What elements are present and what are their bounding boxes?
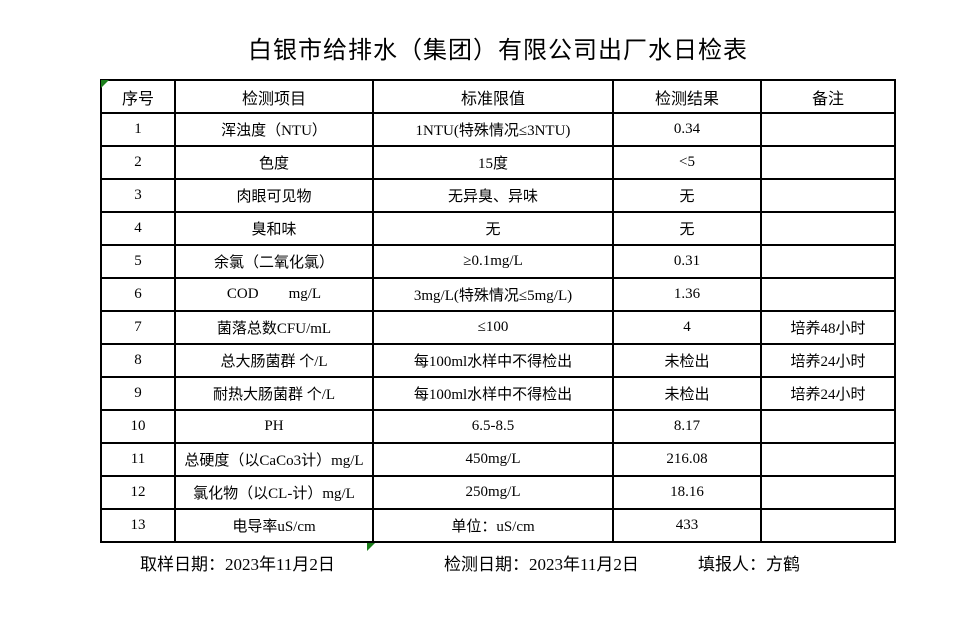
header-row: 序号 检测项目 标准限值 检测结果 备注 xyxy=(100,79,896,114)
table-row: 11 总硬度（以CaCo3计）mg/L 450mg/L 216.08 xyxy=(100,442,896,477)
excel-error-triangle-icon xyxy=(101,80,109,88)
cell-limit: 无异臭、异味 xyxy=(372,178,614,213)
cell-result: 无 xyxy=(612,211,762,246)
cell-no: 11 xyxy=(100,442,176,477)
cell-result: 4 xyxy=(612,310,762,345)
table-row: 3 肉眼可见物 无异臭、异味 无 xyxy=(100,178,896,213)
cell-no: 3 xyxy=(100,178,176,213)
cell-limit: 250mg/L xyxy=(372,475,614,510)
cell-no: 1 xyxy=(100,112,176,147)
col-header-limit: 标准限值 xyxy=(372,79,614,114)
table-row: 8 总大肠菌群 个/L 每100ml水样中不得检出 未检出 培养24小时 xyxy=(100,343,896,378)
cell-no: 12 xyxy=(100,475,176,510)
cell-note: 培养48小时 xyxy=(760,310,896,345)
cell-item: 浑浊度（NTU） xyxy=(174,112,374,147)
cell-item: 色度 xyxy=(174,145,374,180)
water-inspection-table: 序号 检测项目 标准限值 检测结果 备注 1 浑浊度（NTU） 1NTU(特殊情… xyxy=(100,79,896,543)
cell-item: 臭和味 xyxy=(174,211,374,246)
table-row: 12 氯化物（以CL-计）mg/L 250mg/L 18.16 xyxy=(100,475,896,510)
table-row: 6 COD mg/L 3mg/L(特殊情况≤5mg/L) 1.36 xyxy=(100,277,896,312)
table-row: 5 余氯（二氧化氯） ≥0.1mg/L 0.31 xyxy=(100,244,896,279)
cell-note xyxy=(760,112,896,147)
cell-item: 菌落总数CFU/mL xyxy=(174,310,374,345)
cell-limit: 单位：uS/cm xyxy=(372,508,614,543)
cell-no: 7 xyxy=(100,310,176,345)
footer: 取样日期：2023年11月2日 检测日期：2023年11月2日 填报人：方鹤 xyxy=(0,550,979,574)
cell-item: 氯化物（以CL-计）mg/L xyxy=(174,475,374,510)
cell-note xyxy=(760,244,896,279)
cell-result: 216.08 xyxy=(612,442,762,477)
table-row: 10 PH 6.5-8.5 8.17 xyxy=(100,409,896,444)
cell-limit: 6.5-8.5 xyxy=(372,409,614,444)
cell-no: 10 xyxy=(100,409,176,444)
table-row: 4 臭和味 无 无 xyxy=(100,211,896,246)
col-header-result: 检测结果 xyxy=(612,79,762,114)
excel-error-triangle-icon xyxy=(367,543,375,551)
table-row: 13 电导率uS/cm 单位：uS/cm 433 xyxy=(100,508,896,543)
cell-limit: 450mg/L xyxy=(372,442,614,477)
cell-note: 培养24小时 xyxy=(760,376,896,411)
cell-no: 6 xyxy=(100,277,176,312)
cell-note xyxy=(760,442,896,477)
table-row: 9 耐热大肠菌群 个/L 每100ml水样中不得检出 未检出 培养24小时 xyxy=(100,376,896,411)
cell-no: 8 xyxy=(100,343,176,378)
cell-result: <5 xyxy=(612,145,762,180)
cell-item: 总大肠菌群 个/L xyxy=(174,343,374,378)
sample-date-text: 取样日期：2023年11月2日 xyxy=(140,555,335,574)
cell-limit: 3mg/L(特殊情况≤5mg/L) xyxy=(372,277,614,312)
cell-item: 余氯（二氧化氯） xyxy=(174,244,374,279)
cell-result: 18.16 xyxy=(612,475,762,510)
cell-result: 未检出 xyxy=(612,376,762,411)
cell-limit: 每100ml水样中不得检出 xyxy=(372,343,614,378)
cell-limit: 无 xyxy=(372,211,614,246)
table-row: 1 浑浊度（NTU） 1NTU(特殊情况≤3NTU) 0.34 xyxy=(100,112,896,147)
cell-result: 未检出 xyxy=(612,343,762,378)
col-header-no: 序号 xyxy=(100,79,176,114)
reporter-text: 填报人：方鹤 xyxy=(698,555,800,574)
cell-result: 8.17 xyxy=(612,409,762,444)
cell-note: 培养24小时 xyxy=(760,343,896,378)
cell-result: 无 xyxy=(612,178,762,213)
cell-result: 433 xyxy=(612,508,762,543)
page-title: 白银市给排水（集团）有限公司出厂水日检表 xyxy=(248,38,748,64)
cell-item: 肉眼可见物 xyxy=(174,178,374,213)
cell-item: 耐热大肠菌群 个/L xyxy=(174,376,374,411)
col-header-item: 检测项目 xyxy=(174,79,374,114)
test-date-text: 检测日期：2023年11月2日 xyxy=(444,555,639,574)
cell-no: 9 xyxy=(100,376,176,411)
cell-no: 13 xyxy=(100,508,176,543)
cell-no: 4 xyxy=(100,211,176,246)
cell-limit: ≥0.1mg/L xyxy=(372,244,614,279)
cell-result: 0.31 xyxy=(612,244,762,279)
cell-note xyxy=(760,508,896,543)
col-header-note: 备注 xyxy=(760,79,896,114)
cell-no: 5 xyxy=(100,244,176,279)
table-row: 7 菌落总数CFU/mL ≤100 4 培养48小时 xyxy=(100,310,896,345)
cell-note xyxy=(760,145,896,180)
cell-note xyxy=(760,475,896,510)
cell-item: COD mg/L xyxy=(174,277,374,312)
cell-note xyxy=(760,277,896,312)
cell-note xyxy=(760,211,896,246)
cell-result: 0.34 xyxy=(612,112,762,147)
cell-item: 电导率uS/cm xyxy=(174,508,374,543)
cell-limit: 15度 xyxy=(372,145,614,180)
cell-no: 2 xyxy=(100,145,176,180)
cell-note xyxy=(760,178,896,213)
cell-note xyxy=(760,409,896,444)
cell-item: 总硬度（以CaCo3计）mg/L xyxy=(174,442,374,477)
table-row: 2 色度 15度 <5 xyxy=(100,145,896,180)
cell-result: 1.36 xyxy=(612,277,762,312)
cell-limit: 每100ml水样中不得检出 xyxy=(372,376,614,411)
cell-limit: 1NTU(特殊情况≤3NTU) xyxy=(372,112,614,147)
cell-item: PH xyxy=(174,409,374,444)
cell-limit: ≤100 xyxy=(372,310,614,345)
